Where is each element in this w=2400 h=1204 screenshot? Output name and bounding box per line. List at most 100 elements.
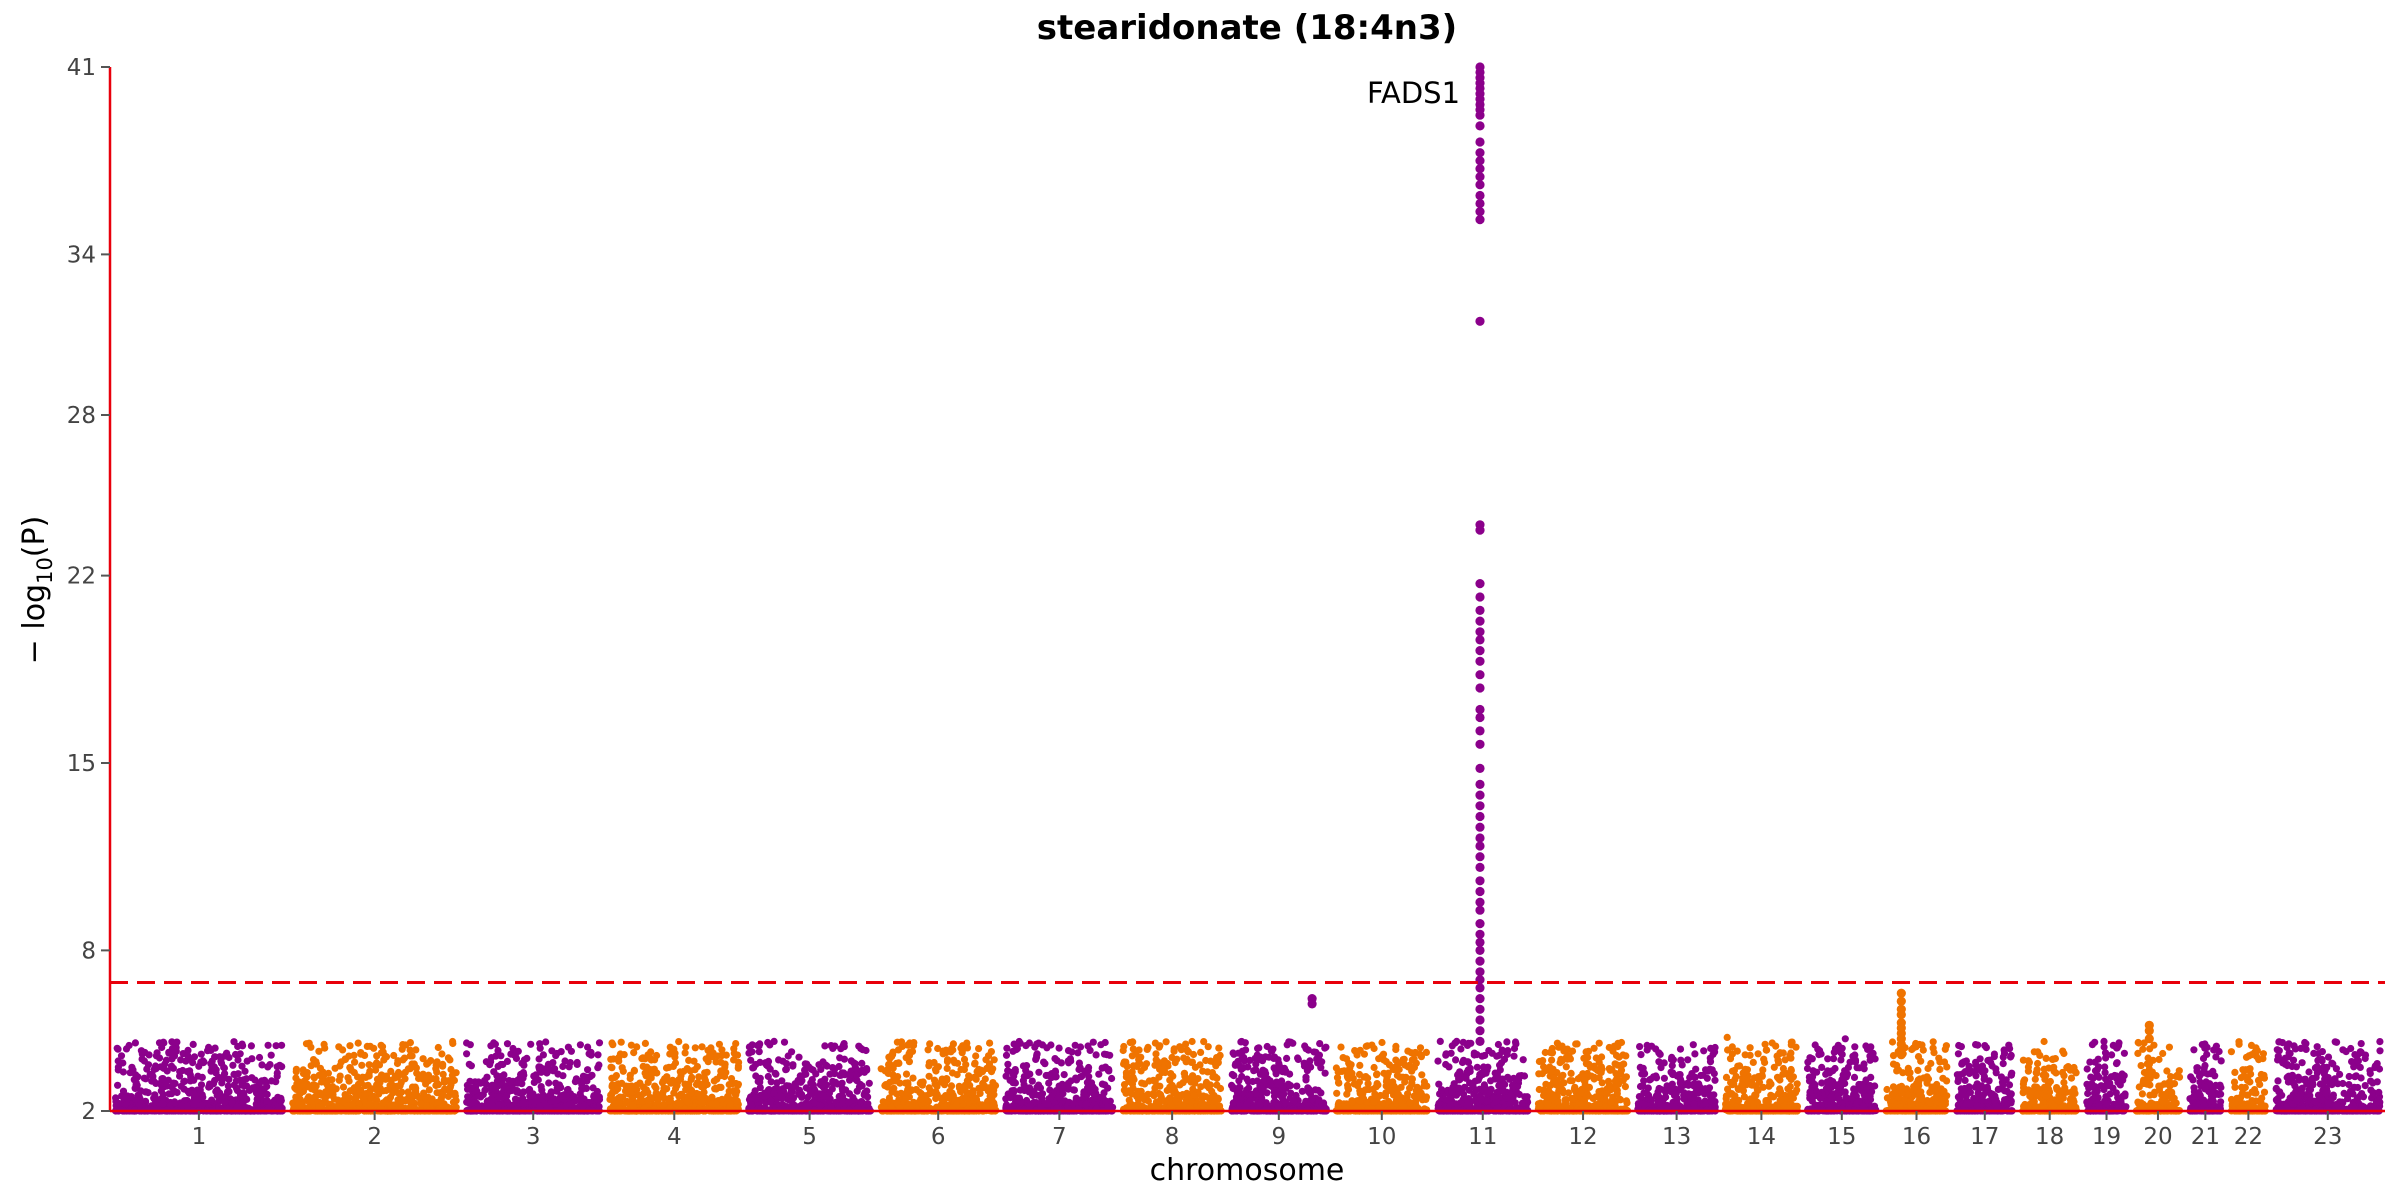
snp-point bbox=[756, 1058, 764, 1066]
snp-point bbox=[990, 1056, 998, 1064]
snp-point bbox=[1053, 1057, 1061, 1065]
snp-point bbox=[312, 1092, 321, 1100]
snp-point bbox=[1155, 1058, 1163, 1067]
snp-point bbox=[262, 1079, 270, 1087]
snp-point bbox=[382, 1086, 390, 1095]
snp-point bbox=[609, 1096, 617, 1104]
snp-point bbox=[433, 1058, 441, 1066]
snp-point bbox=[986, 1039, 994, 1047]
snp-point bbox=[487, 1054, 496, 1062]
snp-point bbox=[463, 1050, 471, 1058]
snp-point bbox=[253, 1099, 261, 1107]
snp-point bbox=[819, 1092, 827, 1100]
snp-point bbox=[336, 1072, 344, 1080]
snp-point bbox=[1092, 1089, 1100, 1097]
snp-point bbox=[117, 1052, 126, 1060]
snp-point bbox=[114, 1066, 122, 1074]
snp-point bbox=[1161, 1097, 1169, 1105]
snp-point bbox=[625, 1082, 633, 1090]
snp-point bbox=[1047, 1092, 1056, 1100]
snp-point bbox=[132, 1096, 140, 1104]
snp-point bbox=[1004, 1067, 1012, 1075]
snp-point bbox=[530, 1072, 538, 1080]
snp-point bbox=[181, 1077, 189, 1085]
snp-point bbox=[1202, 1081, 1210, 1089]
snp-point bbox=[1144, 1043, 1152, 1051]
chart-title: stearidonate (18:4n3) bbox=[1037, 8, 1457, 48]
snp-point bbox=[199, 1093, 207, 1101]
snp-point bbox=[1160, 1065, 1168, 1073]
snp-point bbox=[394, 1057, 402, 1065]
snp-point bbox=[1122, 1070, 1131, 1078]
snp-point bbox=[519, 1099, 527, 1107]
snp-point bbox=[1207, 1057, 1215, 1065]
snp-point bbox=[1171, 1059, 1179, 1067]
snp-point bbox=[423, 1102, 431, 1110]
snp-point bbox=[823, 1062, 831, 1070]
snp-point bbox=[690, 1057, 698, 1065]
snp-point bbox=[346, 1042, 354, 1050]
snp-point bbox=[389, 1089, 397, 1097]
snp-point bbox=[211, 1044, 219, 1052]
snp-point bbox=[1041, 1100, 1049, 1108]
snp-point bbox=[296, 1089, 305, 1097]
snp-point bbox=[1130, 1076, 1138, 1084]
snp-point bbox=[434, 1081, 442, 1089]
snp-point bbox=[715, 1040, 724, 1048]
snp-point bbox=[1038, 1090, 1046, 1098]
snp-point bbox=[1184, 1048, 1192, 1056]
snp-point bbox=[840, 1055, 849, 1063]
snp-point bbox=[877, 1065, 885, 1073]
snp-point bbox=[767, 1078, 775, 1086]
snp-point bbox=[523, 1054, 531, 1062]
snp-point bbox=[1077, 1073, 1085, 1081]
snp-point bbox=[518, 1059, 526, 1067]
snp-point bbox=[372, 1066, 380, 1074]
snp-point bbox=[831, 1065, 839, 1073]
snp-point bbox=[641, 1039, 650, 1047]
snp-point bbox=[955, 1082, 963, 1090]
snp-point bbox=[212, 1087, 220, 1096]
snp-point bbox=[334, 1096, 342, 1104]
snp-point bbox=[390, 1051, 398, 1060]
snp-point bbox=[925, 1059, 934, 1067]
snp-point bbox=[400, 1054, 409, 1062]
snp-point bbox=[1122, 1058, 1130, 1066]
snp-point bbox=[1142, 1060, 1151, 1068]
snp-point bbox=[365, 1061, 373, 1069]
snp-point bbox=[584, 1066, 592, 1074]
snp-point bbox=[894, 1046, 903, 1054]
snp-point bbox=[199, 1059, 207, 1067]
snp-point bbox=[1055, 1044, 1063, 1052]
snp-point bbox=[1174, 1091, 1183, 1099]
snp-point bbox=[786, 1091, 794, 1099]
snp-point bbox=[789, 1062, 797, 1070]
snp-point bbox=[133, 1081, 141, 1089]
snp-point bbox=[146, 1070, 154, 1079]
snp-point bbox=[587, 1048, 595, 1056]
snp-point bbox=[1010, 1086, 1018, 1095]
snp-point bbox=[537, 1083, 545, 1091]
snp-point bbox=[607, 1063, 615, 1071]
snp-point bbox=[555, 1081, 564, 1089]
snp-point bbox=[341, 1055, 349, 1064]
snp-point bbox=[347, 1066, 355, 1074]
snp-point bbox=[960, 1066, 969, 1074]
snp-point bbox=[440, 1076, 448, 1084]
snp-point bbox=[609, 1055, 618, 1063]
snp-point bbox=[545, 1079, 553, 1087]
snp-point bbox=[379, 1099, 387, 1107]
snp-point bbox=[131, 1039, 139, 1047]
snp-point bbox=[477, 1079, 485, 1087]
snp-point bbox=[387, 1067, 395, 1075]
snp-point bbox=[766, 1041, 774, 1049]
snp-point bbox=[884, 1069, 892, 1077]
snp-point bbox=[419, 1070, 427, 1078]
snp-point bbox=[497, 1060, 505, 1069]
snp-point bbox=[883, 1083, 892, 1091]
snp-point bbox=[488, 1101, 496, 1110]
snp-point bbox=[566, 1100, 574, 1108]
snp-point bbox=[718, 1095, 726, 1103]
snp-point bbox=[545, 1065, 553, 1073]
snp-point bbox=[934, 1063, 943, 1071]
